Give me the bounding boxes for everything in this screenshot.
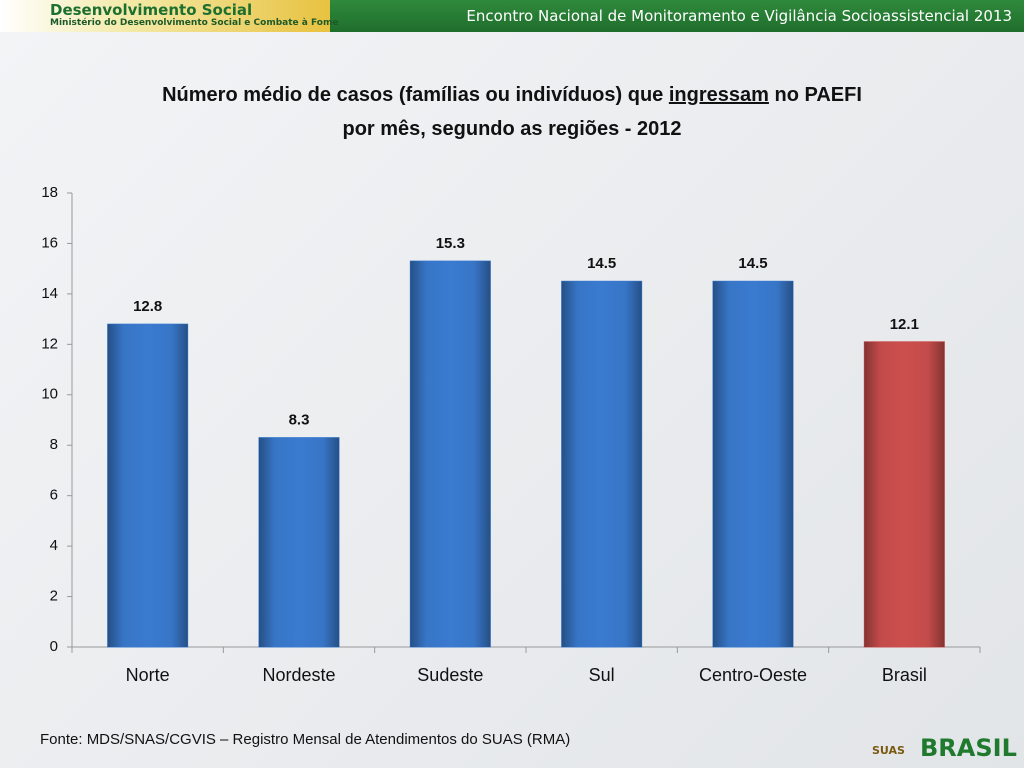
ministry: Ministério do Desenvolvimento Social e C… bbox=[50, 18, 339, 28]
bar-shine bbox=[561, 281, 642, 647]
title-part: por mês, segundo as regiões - 2012 bbox=[342, 118, 682, 140]
bar-shine bbox=[410, 261, 491, 647]
x-tick-label: Brasil bbox=[882, 665, 927, 685]
x-tick-label: Sul bbox=[589, 665, 615, 685]
source: Fonte: MDS/SNAS/CGVIS – Registro Mensal … bbox=[40, 731, 571, 748]
x-tick-label: Norte bbox=[126, 665, 170, 685]
data-label: 12.1 bbox=[890, 316, 919, 333]
header-bar: Desenvolvimento Social Ministério do Des… bbox=[0, 0, 1024, 32]
y-tick-label: 12 bbox=[41, 335, 58, 352]
brasil-logo: BRASIL bbox=[920, 734, 1017, 762]
title-emphasis: ingressam bbox=[668, 84, 769, 106]
brand-box: Desenvolvimento Social Ministério do Des… bbox=[0, 0, 338, 32]
data-label: 12.8 bbox=[133, 298, 162, 315]
bar-shine bbox=[107, 324, 188, 647]
event-title: Encontro Nacional de Monitoramento e Vig… bbox=[466, 7, 1012, 25]
y-tick-label: 16 bbox=[41, 234, 58, 251]
suas-logo: SUAS bbox=[872, 744, 905, 757]
chart-title: Número médio de casos (famílias ou indiv… bbox=[40, 78, 984, 146]
data-label: 8.3 bbox=[289, 412, 310, 429]
y-tick-label: 4 bbox=[50, 537, 58, 554]
brand: Desenvolvimento Social bbox=[50, 1, 253, 19]
y-tick-label: 10 bbox=[41, 386, 58, 403]
y-tick-label: 18 bbox=[41, 184, 58, 201]
y-tick-label: 8 bbox=[50, 436, 58, 453]
data-label: 15.3 bbox=[436, 235, 465, 252]
y-tick-label: 14 bbox=[41, 285, 58, 302]
x-tick-label: Nordeste bbox=[262, 665, 335, 685]
x-tick-label: Centro-Oeste bbox=[699, 665, 807, 685]
title-part: no PAEFI bbox=[768, 84, 862, 106]
title-part: Número médio de casos (famílias ou indiv… bbox=[162, 84, 669, 106]
y-tick-label: 6 bbox=[50, 487, 58, 504]
y-tick-label: 0 bbox=[50, 638, 58, 655]
data-label: 14.5 bbox=[587, 255, 616, 272]
bar-shine bbox=[713, 281, 793, 647]
y-tick-label: 2 bbox=[50, 588, 58, 605]
bar-shine bbox=[864, 341, 945, 647]
x-tick-label: Sudeste bbox=[417, 665, 483, 685]
data-label: 14.5 bbox=[738, 255, 767, 272]
bar-shine bbox=[259, 437, 339, 647]
